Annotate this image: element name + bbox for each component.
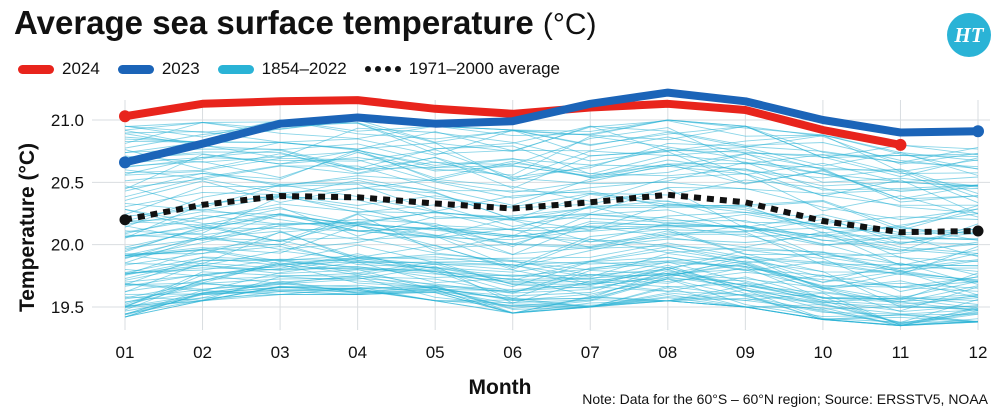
historical-series-line [124,152,979,200]
x-tick-label: 05 [426,343,445,362]
historical-series-line [124,224,979,276]
historical-series-line [124,256,979,283]
x-tick-label: 01 [116,343,135,362]
y-axis-label: Temperature (°C) [16,143,39,312]
historical-series-line [124,225,979,282]
legend-label-historical: 1854–2022 [261,59,347,78]
legend-item-average: 1971–2000 average [364,59,560,79]
historical-series-line [124,205,979,241]
source-note: Note: Data for the 60°S – 60°N region; S… [582,391,988,407]
historical-series-line [124,121,979,176]
historical-series-line [124,127,979,167]
series-endpoint-1971-2000-average [972,225,984,237]
historical-series-line [124,169,979,218]
historical-series-line [124,165,979,206]
historical-series-line [124,196,979,245]
historical-series-line [124,231,979,273]
series-line-1971-2000-average [124,191,979,236]
historical-series-line [124,177,979,231]
historical-series-line [124,237,979,278]
legend-swatch-historical [217,64,254,74]
series-endpoint-2023 [972,125,984,138]
historical-series-line [124,237,979,285]
historical-series-line [124,255,979,296]
x-tick-label: 04 [348,343,367,362]
historical-series-line [124,265,979,310]
legend-label-2024: 2024 [62,59,100,78]
historical-series-line [124,129,979,178]
y-tick-label: 20.0 [51,236,84,255]
x-tick-label: 10 [813,343,832,362]
series-endpoint-2024 [894,138,907,151]
series-endpoint-1971-2000-average [119,214,131,226]
historical-series-line [124,261,979,313]
historical-series-line [124,164,979,215]
historical-series-line [124,187,979,237]
x-axis-label: Month [468,376,532,399]
historical-series-line [124,265,979,312]
historical-series-line [124,290,979,324]
x-tick-label: 02 [193,343,212,362]
legend-item-historical: 1854–2022 [217,59,347,79]
historical-series-line [124,249,979,301]
historical-series-line [124,120,979,173]
historical-series-line [124,151,979,203]
historical-series-line [124,145,979,192]
historical-series-line [124,263,979,303]
historical-series-line [124,213,979,258]
series-endpoint-2024 [119,110,131,123]
logo-text: HT [953,23,984,47]
historical-series-line [124,135,979,183]
historical-series-line [124,122,979,156]
y-tick-label: 20.5 [51,173,84,192]
historical-series-line [124,274,979,308]
y-tick-label: 21.0 [51,111,84,130]
chart-title-text: Average sea surface temperature [14,4,534,41]
chart-title: Average sea surface temperature (°C) [14,4,597,42]
legend-label-average: 1971–2000 average [408,59,560,78]
legend-swatch-2023 [117,64,154,74]
series-endpoint-2023 [119,156,131,169]
legend-swatch-2024 [18,64,54,74]
historical-series-line [124,290,979,327]
historical-series-line [124,245,979,292]
y-tick-label: 19.5 [51,298,84,317]
x-tick-label: 11 [892,343,910,362]
x-tick-label: 03 [271,343,290,362]
series-line-2023 [121,88,982,167]
historical-series-line [124,141,979,187]
x-tick-label: 09 [736,343,755,362]
x-tick-label: 08 [658,343,677,362]
ht-logo: HT [947,13,991,57]
legend-label-2023: 2023 [161,59,200,78]
historical-series-line [124,250,979,288]
legend-swatch-average [364,66,401,72]
chart-title-unit: (°C) [542,8,597,41]
historical-series-line [124,149,979,199]
historical-series-line [124,213,979,272]
legend-item-2024: 2024 [18,59,100,79]
historical-series-line [124,285,979,323]
historical-series-line [124,161,979,198]
x-tick-label: 07 [581,343,600,362]
historical-series-line [124,276,979,325]
legend-item-2023: 2023 [117,59,200,79]
historical-series-line [124,222,979,258]
historical-series-line [124,157,979,199]
historical-series-line [124,265,979,309]
x-tick-label: 12 [969,343,988,362]
historical-series-line [124,260,979,304]
legend: 2024 2023 1854–2022 1971–2000 average [18,58,560,80]
series-line-2024 [121,96,905,149]
historical-series-line [124,208,979,252]
x-tick-label: 06 [503,343,522,362]
historical-series-line [125,225,979,270]
